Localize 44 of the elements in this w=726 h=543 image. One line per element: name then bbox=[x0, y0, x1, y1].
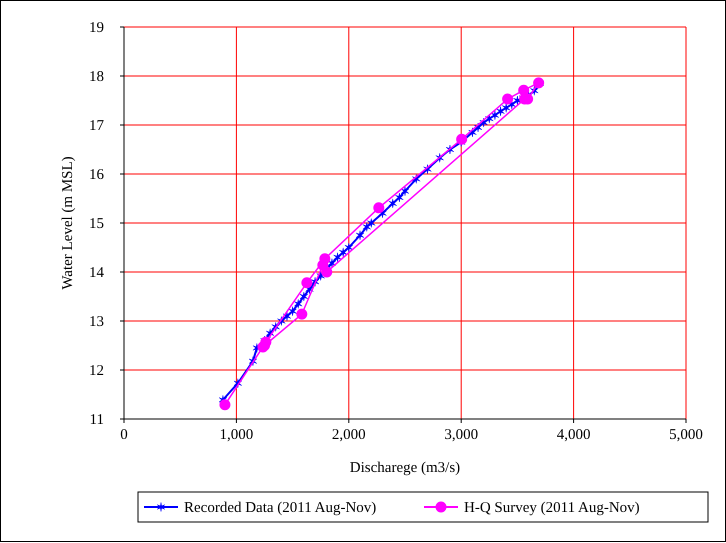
point bbox=[400, 186, 410, 196]
y-tick-label: 12 bbox=[89, 363, 104, 379]
y-axis-title: Water Level (m MSL) bbox=[60, 156, 76, 290]
point bbox=[317, 260, 328, 271]
y-tick-label: 19 bbox=[89, 20, 104, 36]
point bbox=[301, 277, 312, 288]
point bbox=[496, 106, 505, 116]
x-tick-label: 4,000 bbox=[556, 427, 590, 443]
point bbox=[502, 103, 510, 113]
point bbox=[490, 110, 500, 120]
x-axis-title: Discharege (m3/s) bbox=[350, 460, 460, 476]
y-tick-label: 16 bbox=[89, 167, 104, 183]
point bbox=[300, 292, 308, 302]
point bbox=[395, 192, 404, 202]
point bbox=[296, 308, 308, 320]
point bbox=[502, 94, 514, 105]
point bbox=[533, 77, 544, 88]
point bbox=[333, 252, 342, 262]
y-tick-label: 13 bbox=[89, 314, 104, 330]
point bbox=[356, 230, 364, 240]
point bbox=[367, 218, 376, 228]
x-tick-label: 5,000 bbox=[669, 427, 703, 443]
x-tick-label: 2,000 bbox=[332, 427, 366, 443]
x-tick-label: 3,000 bbox=[444, 427, 478, 443]
legend-label: H-Q Survey (2011 Aug-Nov) bbox=[464, 500, 640, 516]
point bbox=[288, 306, 297, 316]
point bbox=[328, 258, 336, 268]
point bbox=[373, 202, 384, 214]
y-tick-label: 18 bbox=[89, 69, 104, 85]
point bbox=[282, 311, 292, 321]
y-tick-label: 15 bbox=[89, 216, 104, 232]
y-tick-label: 14 bbox=[89, 265, 104, 281]
point bbox=[344, 242, 353, 252]
point bbox=[294, 299, 302, 309]
y-tick-label: 17 bbox=[89, 118, 104, 134]
point bbox=[339, 248, 348, 258]
legend-label: Recorded Data (2011 Aug-Nov) bbox=[184, 500, 376, 516]
x-tick-label: 0 bbox=[120, 427, 128, 443]
point bbox=[219, 399, 230, 410]
y-tick-label: 11 bbox=[90, 412, 104, 428]
point bbox=[456, 134, 468, 145]
point bbox=[362, 222, 371, 232]
point bbox=[388, 198, 397, 208]
x-tick-label: 1,000 bbox=[220, 427, 254, 443]
